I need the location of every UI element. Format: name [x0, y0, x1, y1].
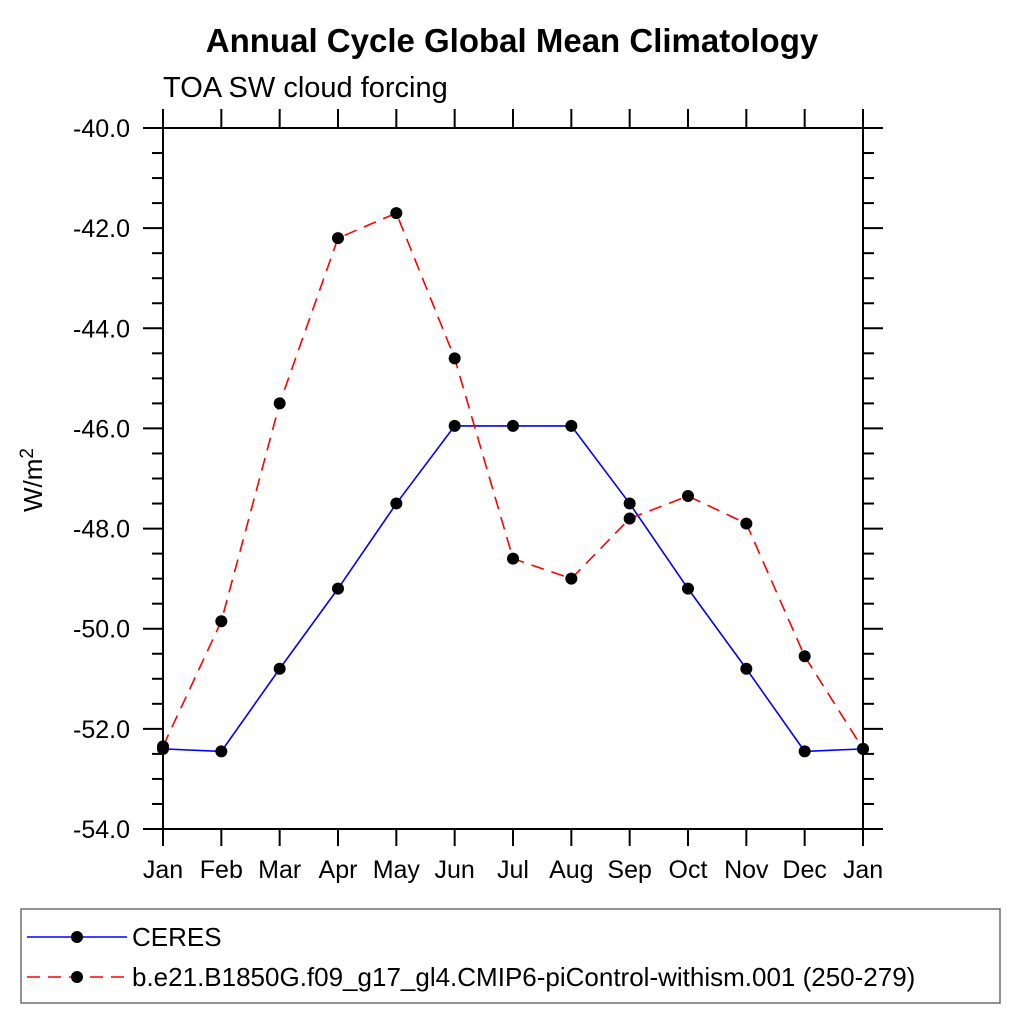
x-tick-labels: Jan Feb Mar Apr May Jun Jul Aug Sep Oct Nov Dec Jan: [143, 856, 883, 884]
legend-label-ceres: CERES: [132, 922, 222, 952]
axes-frame: [162, 127, 864, 830]
x-tick-label: Nov: [724, 856, 769, 884]
series-line-1: [162, 212, 864, 750]
y-tick-labels: -40.0 -42.0 -44.0 -46.0 -48.0 -50.0 -52.0 -54.0: [73, 115, 130, 844]
chart-subtitle: TOA SW cloud forcing: [163, 72, 448, 104]
data-point-marker: [565, 419, 578, 432]
legend-label-model: b.e21.B1850G.f09_g17_gl4.CMIP6-piControl…: [132, 962, 915, 992]
x-tick-label: Dec: [782, 856, 826, 884]
data-point-marker: [273, 397, 286, 410]
data-point-marker: [798, 650, 811, 663]
y-tick-label: -46.0: [73, 415, 130, 443]
data-point-marker: [332, 232, 344, 245]
data-point-marker: [682, 490, 694, 503]
y-tick-label: -50.0: [73, 616, 130, 644]
data-point-marker: [507, 552, 519, 565]
data-point-marker: [682, 582, 694, 595]
data-point-marker: [623, 512, 636, 525]
y-tick-label: -52.0: [73, 716, 130, 744]
data-series: [157, 207, 869, 758]
x-tick-label: Mar: [258, 856, 301, 884]
data-point-marker: [798, 745, 811, 758]
data-point-marker: [390, 497, 403, 510]
y-tick-label: -44.0: [73, 315, 130, 343]
data-point-marker: [740, 517, 753, 530]
axis-ticks: [143, 109, 883, 846]
data-point-marker: [157, 740, 169, 753]
plot-frame: [162, 127, 864, 830]
data-point-marker: [448, 352, 461, 365]
y-tick-label: -54.0: [73, 816, 130, 844]
legend-box: [20, 908, 1001, 1004]
x-tick-label: Jun: [435, 856, 475, 884]
series-line-0: [162, 425, 864, 753]
x-tick-label: Feb: [200, 856, 243, 884]
data-point-marker: [857, 742, 869, 755]
data-point-marker: [215, 615, 228, 628]
x-tick-label: Jan: [843, 856, 883, 884]
data-point-marker: [448, 419, 461, 432]
data-point-marker: [332, 582, 344, 595]
legend-marker-ceres: [71, 931, 83, 943]
x-tick-label: Jan: [143, 856, 183, 884]
chart-title: Annual Cycle Global Mean Climatology: [206, 22, 819, 59]
x-tick-label: Aug: [549, 856, 593, 884]
data-point-marker: [565, 572, 578, 585]
x-tick-label: May: [373, 856, 421, 884]
legend-marker-model: [71, 971, 83, 983]
data-point-marker: [390, 207, 403, 220]
x-tick-label: Sep: [607, 856, 651, 884]
y-tick-label: -42.0: [73, 215, 130, 243]
data-point-marker: [273, 662, 286, 675]
data-point-marker: [740, 662, 753, 675]
x-tick-label: Jul: [497, 856, 529, 884]
data-point-marker: [215, 745, 228, 758]
y-tick-label: -48.0: [73, 516, 130, 544]
legend: CERES b.e21.B1850G.f09_g17_gl4.CMIP6-piC…: [20, 908, 1001, 1004]
x-tick-label: Apr: [319, 856, 358, 884]
y-tick-label: -40.0: [73, 115, 130, 143]
data-point-marker: [623, 497, 636, 510]
y-axis-label: W/m2: [17, 448, 48, 512]
x-tick-label: Oct: [669, 856, 708, 884]
data-point-marker: [507, 419, 519, 432]
